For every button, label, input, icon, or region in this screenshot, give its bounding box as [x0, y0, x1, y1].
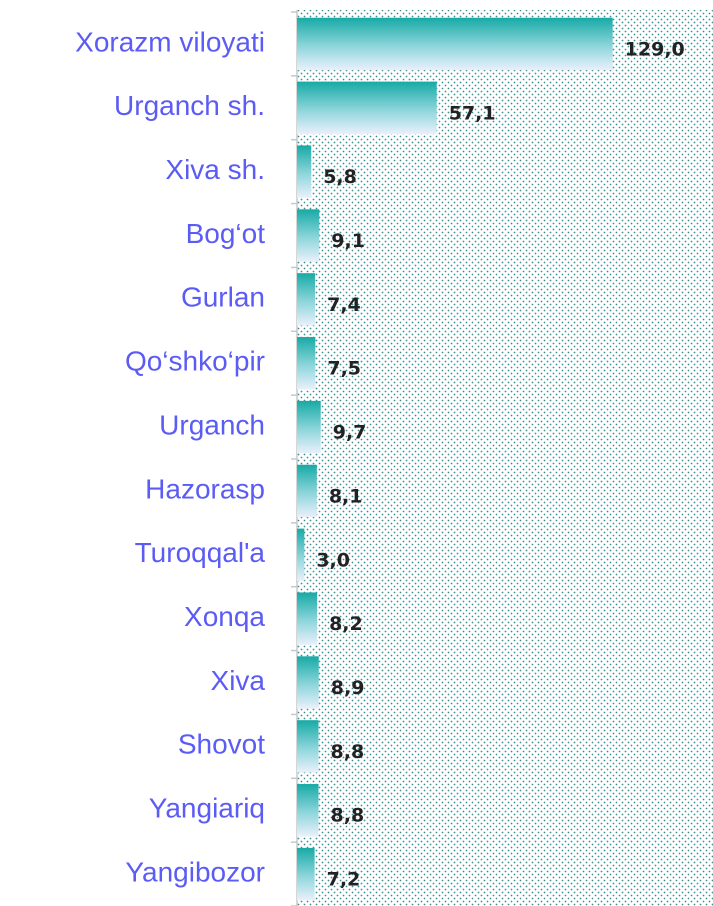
- category-label: Xonqa: [184, 601, 265, 632]
- bar: [297, 720, 319, 773]
- bar: [297, 464, 317, 518]
- value-label: 8,8: [331, 741, 365, 763]
- category-label: Xiva: [211, 665, 266, 696]
- category-label: Xorazm viloyati: [75, 26, 265, 57]
- value-label: 129,0: [625, 38, 685, 60]
- category-label: Bog‘ot: [186, 218, 266, 249]
- bar: [297, 81, 437, 134]
- category-label: Hazorasp: [145, 473, 265, 504]
- bar: [297, 17, 613, 71]
- category-label: Yangibozor: [125, 856, 265, 887]
- value-label: 9,1: [331, 230, 365, 252]
- value-label: 8,2: [329, 613, 363, 635]
- bar: [297, 656, 319, 709]
- category-label: Xiva sh.: [165, 154, 265, 185]
- value-label: 7,2: [327, 869, 361, 891]
- value-label: 8,9: [331, 677, 365, 699]
- bar: [297, 784, 319, 837]
- value-label: 8,8: [331, 805, 365, 827]
- category-label: Shovot: [178, 729, 265, 760]
- value-label: 7,5: [327, 358, 361, 380]
- category-label: Qo‘shko‘pir: [125, 346, 265, 377]
- bar: [297, 209, 320, 262]
- bar: [297, 273, 316, 326]
- category-label: Gurlan: [181, 282, 265, 313]
- category-label: Yangiariq: [149, 793, 265, 824]
- category-label: Turoqqal'a: [135, 537, 266, 568]
- bar: [297, 592, 318, 645]
- plot-background: [297, 10, 713, 906]
- value-label: 5,8: [323, 166, 357, 188]
- bar: [297, 528, 305, 581]
- value-label: 3,0: [316, 549, 350, 571]
- category-label: Urganch: [159, 409, 265, 440]
- bar: [297, 337, 316, 390]
- value-label: 8,1: [329, 485, 363, 507]
- bar: [297, 145, 312, 198]
- category-label: Urganch sh.: [114, 90, 265, 121]
- value-label: 57,1: [449, 102, 496, 124]
- value-label: 7,4: [327, 294, 361, 316]
- bar: [297, 400, 321, 454]
- value-label: 9,7: [333, 422, 367, 444]
- bar: [297, 847, 315, 901]
